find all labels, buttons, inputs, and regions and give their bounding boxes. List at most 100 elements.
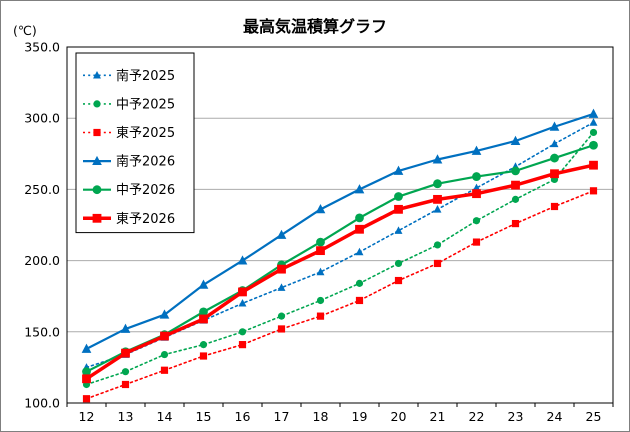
- series-marker-chuyo-2026: [433, 179, 442, 189]
- series-marker-chuyo-2026: [355, 213, 364, 223]
- legend-marker-nanyo-2026: [92, 155, 102, 166]
- y-tick-label: 250.0: [24, 182, 60, 197]
- series-marker-nanyo-2025: [550, 139, 559, 148]
- x-tick-label: 15: [196, 409, 212, 424]
- x-tick-label: 21: [430, 409, 446, 424]
- series-marker-chuyo-2026: [472, 172, 481, 181]
- series-marker-toyo-2025: [472, 238, 481, 246]
- series-marker-chuyo-2026: [82, 367, 91, 377]
- series-line-toyo-2026: [84, 163, 596, 381]
- series-marker-nanyo-2026: [315, 204, 326, 214]
- x-tick-label: 14: [157, 409, 173, 424]
- series-marker-nanyo-2025: [316, 267, 325, 276]
- y-tick-label: 300.0: [24, 111, 60, 126]
- x-tick-label: 25: [586, 409, 602, 424]
- x-tick-label: 22: [469, 409, 485, 424]
- x-tick-label: 12: [79, 409, 95, 424]
- series-marker-chuyo-2026: [394, 192, 403, 201]
- legend-marker-nanyo-2025: [93, 70, 101, 79]
- legend-marker-toyo-2026: [92, 213, 102, 223]
- legend-label-nanyo-2025: 南予2025: [116, 68, 175, 84]
- series-marker-nanyo-2026: [159, 309, 170, 319]
- series-marker-toyo-2026: [394, 204, 403, 214]
- series-marker-toyo-2025: [160, 366, 169, 374]
- series-marker-toyo-2025: [199, 352, 208, 360]
- legend-marker-toyo-2025: [93, 128, 101, 137]
- series-marker-chuyo-2025: [238, 328, 247, 336]
- legend-marker-chuyo-2025: [93, 100, 101, 108]
- series-marker-chuyo-2025: [355, 279, 364, 287]
- legend-marker-chuyo-2026: [92, 185, 102, 195]
- series-marker-nanyo-2026: [276, 229, 287, 239]
- series-marker-toyo-2025: [238, 341, 247, 349]
- series-marker-chuyo-2026: [550, 153, 559, 163]
- series-marker-nanyo-2026: [354, 184, 365, 194]
- x-tick-label: 24: [547, 409, 563, 424]
- series-marker-toyo-2025: [277, 325, 286, 333]
- series-marker-toyo-2025: [316, 312, 325, 320]
- x-tick-label: 13: [118, 409, 134, 424]
- series-marker-nanyo-2025: [277, 283, 286, 291]
- plot-border: [66, 46, 614, 404]
- series-marker-chuyo-2026: [199, 307, 208, 317]
- series-marker-toyo-2026: [511, 180, 520, 190]
- series-marker-toyo-2026: [550, 169, 559, 179]
- series-marker-toyo-2025: [82, 395, 91, 403]
- series-marker-chuyo-2026: [511, 166, 520, 176]
- series-marker-nanyo-2026: [510, 135, 521, 145]
- series-marker-toyo-2026: [589, 160, 598, 170]
- series-marker-chuyo-2025: [277, 312, 286, 320]
- series-marker-chuyo-2025: [511, 195, 520, 203]
- series-marker-chuyo-2025: [472, 217, 481, 225]
- series-marker-chuyo-2025: [589, 128, 598, 137]
- series-marker-toyo-2026: [160, 331, 169, 341]
- y-tick-label: 150.0: [24, 324, 60, 339]
- y-tick-label: 200.0: [24, 253, 60, 268]
- x-tick-label: 20: [391, 409, 407, 424]
- series-marker-toyo-2025: [394, 276, 403, 285]
- series-marker-toyo-2026: [355, 224, 364, 234]
- y-tick-label: 350.0: [24, 40, 60, 55]
- legend-box: [75, 52, 195, 234]
- x-tick-label: 17: [274, 409, 290, 424]
- series-marker-toyo-2025: [550, 202, 559, 211]
- series-marker-toyo-2025: [589, 187, 598, 195]
- series-marker-chuyo-2025: [199, 341, 208, 349]
- legend-label-chuyo-2026: 中予2026: [116, 183, 175, 198]
- series-marker-toyo-2026: [316, 246, 325, 256]
- legend-label-toyo-2025: 東予2025: [116, 125, 175, 141]
- series-marker-nanyo-2026: [549, 121, 560, 131]
- legend-label-toyo-2026: 東予2026: [116, 211, 175, 227]
- series-marker-toyo-2026: [433, 194, 442, 204]
- series-marker-toyo-2026: [199, 314, 208, 324]
- series-marker-toyo-2026: [238, 287, 247, 297]
- series-marker-nanyo-2025: [394, 226, 403, 234]
- y-tick-label: 100.0: [24, 396, 60, 411]
- series-marker-toyo-2026: [277, 264, 286, 274]
- series-marker-nanyo-2026: [471, 145, 482, 155]
- series-marker-nanyo-2026: [81, 343, 92, 353]
- series-marker-toyo-2025: [355, 296, 364, 305]
- series-marker-chuyo-2025: [394, 259, 403, 268]
- series-marker-toyo-2025: [121, 380, 130, 389]
- series-marker-toyo-2026: [82, 374, 91, 384]
- series-marker-chuyo-2025: [121, 368, 130, 376]
- x-tick-label: 16: [235, 409, 251, 424]
- series-marker-nanyo-2025: [589, 118, 598, 126]
- legend-label-chuyo-2025: 中予2025: [116, 97, 175, 112]
- legend-label-nanyo-2026: 南予2026: [116, 154, 175, 170]
- series-line-chuyo-2026: [85, 144, 595, 373]
- series-marker-chuyo-2025: [160, 350, 169, 359]
- series-marker-nanyo-2026: [588, 108, 599, 118]
- series-marker-toyo-2026: [472, 189, 481, 199]
- series-marker-chuyo-2026: [589, 140, 598, 150]
- series-marker-chuyo-2025: [433, 241, 442, 249]
- series-marker-chuyo-2025: [316, 296, 325, 305]
- series-marker-toyo-2026: [121, 348, 130, 358]
- series-line-nanyo-2026: [85, 112, 595, 350]
- series-line-chuyo-2025: [85, 131, 595, 386]
- series-marker-nanyo-2026: [393, 165, 404, 175]
- series-marker-nanyo-2026: [237, 255, 248, 265]
